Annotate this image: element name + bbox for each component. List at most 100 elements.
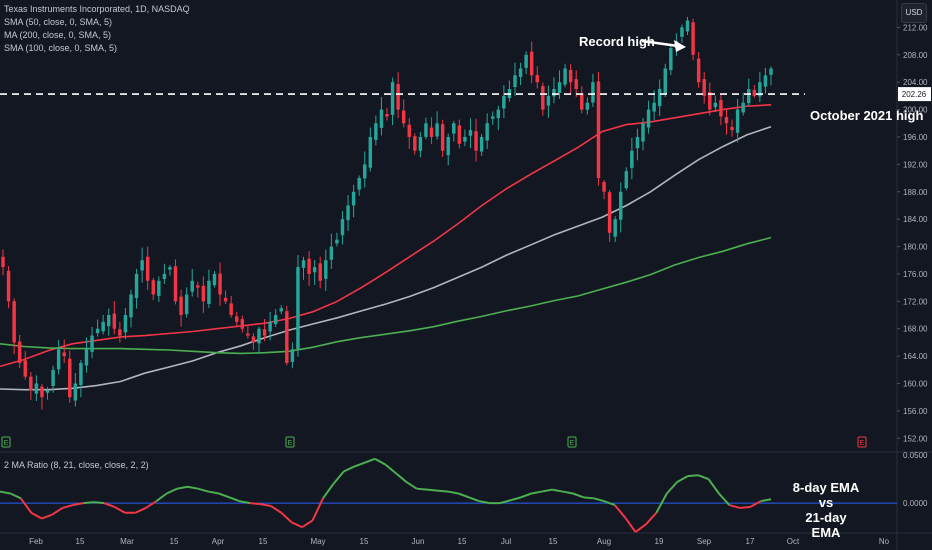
candle-body	[747, 89, 751, 104]
candle-body	[329, 246, 334, 260]
candle-body	[134, 273, 139, 299]
ratio-segment	[41, 513, 53, 520]
ratio-segment	[749, 500, 762, 508]
candle-body	[446, 136, 450, 156]
candle-body	[335, 239, 339, 244]
legend-symbol[interactable]: Texas Instruments Incorporated, 1D, NASD…	[4, 4, 190, 14]
ratio-segment	[593, 497, 605, 503]
sma50-line	[0, 104, 772, 368]
candle-body	[624, 171, 629, 189]
x-tick-label: 15	[76, 537, 85, 546]
candle-body	[452, 123, 456, 134]
ratio-segment	[260, 503, 272, 507]
candle-body	[657, 89, 662, 107]
candle-body	[602, 181, 606, 192]
candle-body	[513, 75, 517, 88]
ratio-segment	[176, 485, 188, 490]
ema-annotation-line1: 8-day EMA vs	[792, 480, 860, 510]
candle-body	[491, 116, 495, 119]
ratio-segment	[583, 496, 594, 500]
candle-body	[29, 376, 33, 391]
candle-body	[173, 266, 178, 302]
candle-body	[585, 102, 590, 110]
candle-body	[168, 267, 172, 270]
candle-body	[162, 273, 167, 280]
earnings-marker: E	[860, 440, 865, 447]
candle-body	[574, 79, 578, 90]
earnings-marker-box	[567, 436, 577, 448]
candle-body	[45, 390, 50, 393]
ratio-segment	[280, 512, 293, 524]
candle-body	[619, 191, 623, 220]
candle-body	[6, 270, 11, 302]
x-tick-label: 15	[458, 537, 467, 546]
sma100-line	[0, 125, 772, 391]
ratio-segment	[311, 497, 324, 521]
candle-body	[212, 273, 217, 286]
x-tick-label: 15	[360, 537, 369, 546]
candle-body	[763, 75, 768, 87]
y-tick-label: 208.00	[903, 51, 928, 60]
ratio-segment	[30, 511, 43, 520]
legend-sma50[interactable]: SMA (50, close, 0, SMA, 5)	[4, 17, 113, 27]
ratio-segment	[613, 504, 626, 519]
candle-body	[79, 362, 83, 385]
candle-body	[17, 341, 22, 363]
ratio-segment	[468, 496, 480, 503]
candle-body	[429, 127, 434, 137]
ratio-segment	[437, 489, 449, 493]
ratio-segment	[135, 507, 147, 514]
indicator-legend[interactable]: 2 MA Ratio (8, 21, close, close, 2, 2)	[4, 460, 149, 470]
x-tick-label: Jul	[501, 537, 511, 546]
candle-body	[318, 263, 322, 281]
y-tick-label: 176.00	[903, 270, 928, 279]
ratio-segment	[145, 500, 157, 509]
ratio-segment	[634, 523, 647, 533]
candle-body	[129, 294, 133, 318]
candle-body	[691, 22, 695, 55]
candle-body	[290, 349, 295, 363]
candle-body	[246, 333, 250, 336]
candle-body	[190, 280, 194, 292]
candle-body	[251, 336, 256, 343]
candle-body	[529, 51, 534, 76]
ratio-segment	[374, 457, 386, 466]
candle-body	[663, 68, 667, 94]
candle-body	[84, 349, 89, 366]
candle-body	[479, 136, 484, 152]
candle-body	[724, 117, 729, 124]
candle-body	[235, 316, 239, 322]
ratio-segment	[155, 492, 168, 503]
candle-body	[407, 124, 411, 137]
x-tick-label: Sep	[697, 537, 712, 546]
ratio-segment	[520, 492, 532, 499]
legend-ma200[interactable]: MA (200, close, 0, SMA, 5)	[4, 30, 112, 40]
candle-body	[157, 280, 161, 296]
current-price-box	[898, 87, 931, 102]
candle-body	[502, 95, 506, 109]
candle-body	[435, 123, 439, 137]
candle-body	[546, 95, 551, 106]
currency-button[interactable]: USD	[901, 3, 927, 23]
ratio-segment	[552, 488, 563, 493]
x-tick-label: 15	[170, 537, 179, 546]
candle-body	[758, 82, 762, 97]
candle-body	[641, 123, 645, 142]
candle-body	[145, 256, 150, 281]
candle-body	[257, 328, 261, 344]
candle-body	[563, 68, 567, 85]
candle-body	[73, 383, 78, 401]
candle-body	[268, 321, 272, 332]
ema-annotation-line2: 21-day EMA	[805, 510, 847, 540]
main-legend: Texas Instruments Incorporated, 1D, NASD…	[4, 3, 190, 55]
ratio-segment	[384, 463, 397, 475]
candle-body	[635, 136, 640, 149]
candle-body	[184, 294, 189, 315]
ratio-segment	[83, 501, 94, 505]
indicator-y-tick-label: 0.0500	[903, 451, 928, 460]
indicator-y-tick-label: 0.0000	[903, 499, 928, 508]
ratio-segment	[114, 506, 126, 514]
ratio-segment	[707, 478, 720, 495]
legend-sma100[interactable]: SMA (100, close, 0, SMA, 5)	[4, 43, 118, 53]
